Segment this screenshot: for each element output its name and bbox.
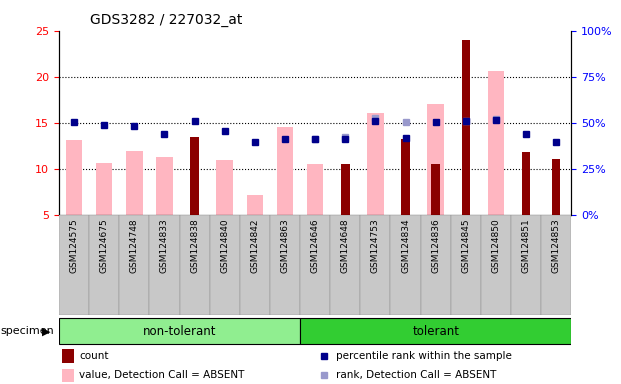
- Bar: [427, 104, 444, 215]
- Bar: [511, 215, 541, 315]
- Bar: [61, 349, 75, 363]
- Text: GSM124845: GSM124845: [461, 218, 470, 273]
- Bar: [59, 215, 89, 315]
- Bar: [300, 318, 571, 344]
- Bar: [401, 139, 410, 215]
- Text: GSM124753: GSM124753: [371, 218, 380, 273]
- Text: percentile rank within the sample: percentile rank within the sample: [335, 351, 512, 361]
- Text: GSM124853: GSM124853: [551, 218, 561, 273]
- Text: GSM124648: GSM124648: [341, 218, 350, 273]
- Bar: [367, 113, 384, 215]
- Bar: [360, 215, 391, 315]
- Text: GSM124863: GSM124863: [281, 218, 289, 273]
- Bar: [487, 71, 504, 215]
- Bar: [451, 215, 481, 315]
- Bar: [119, 215, 150, 315]
- Bar: [96, 162, 112, 215]
- Bar: [66, 141, 83, 215]
- Text: GSM124575: GSM124575: [70, 218, 79, 273]
- Bar: [341, 164, 350, 215]
- Text: value, Detection Call = ABSENT: value, Detection Call = ABSENT: [79, 370, 245, 381]
- Text: GSM124646: GSM124646: [310, 218, 320, 273]
- Bar: [307, 164, 324, 215]
- Bar: [217, 160, 233, 215]
- Bar: [61, 369, 75, 382]
- Bar: [270, 215, 300, 315]
- Text: ▶: ▶: [42, 326, 51, 336]
- Text: rank, Detection Call = ABSENT: rank, Detection Call = ABSENT: [335, 370, 496, 381]
- Bar: [150, 215, 179, 315]
- Text: GSM124838: GSM124838: [190, 218, 199, 273]
- Text: GSM124850: GSM124850: [491, 218, 501, 273]
- Bar: [300, 215, 330, 315]
- Text: GSM124834: GSM124834: [401, 218, 410, 273]
- Text: GSM124842: GSM124842: [250, 218, 260, 273]
- Text: tolerant: tolerant: [412, 325, 459, 338]
- Bar: [247, 195, 263, 215]
- Bar: [330, 215, 360, 315]
- Text: specimen: specimen: [1, 326, 55, 336]
- Bar: [420, 215, 451, 315]
- Bar: [89, 215, 119, 315]
- Bar: [59, 318, 300, 344]
- Bar: [277, 127, 293, 215]
- Bar: [541, 215, 571, 315]
- Bar: [481, 215, 511, 315]
- Bar: [156, 157, 173, 215]
- Text: GSM124840: GSM124840: [220, 218, 229, 273]
- Bar: [210, 215, 240, 315]
- Bar: [240, 215, 270, 315]
- Text: non-tolerant: non-tolerant: [143, 325, 216, 338]
- Text: GSM124748: GSM124748: [130, 218, 139, 273]
- Text: GSM124836: GSM124836: [431, 218, 440, 273]
- Bar: [432, 164, 440, 215]
- Text: GSM124851: GSM124851: [522, 218, 530, 273]
- Bar: [391, 215, 420, 315]
- Text: GSM124675: GSM124675: [100, 218, 109, 273]
- Bar: [126, 151, 143, 215]
- Bar: [461, 40, 470, 215]
- Bar: [552, 159, 561, 215]
- Bar: [191, 137, 199, 215]
- Bar: [179, 215, 210, 315]
- Text: GSM124833: GSM124833: [160, 218, 169, 273]
- Text: count: count: [79, 351, 109, 361]
- Text: GDS3282 / 227032_at: GDS3282 / 227032_at: [90, 13, 242, 27]
- Bar: [522, 152, 530, 215]
